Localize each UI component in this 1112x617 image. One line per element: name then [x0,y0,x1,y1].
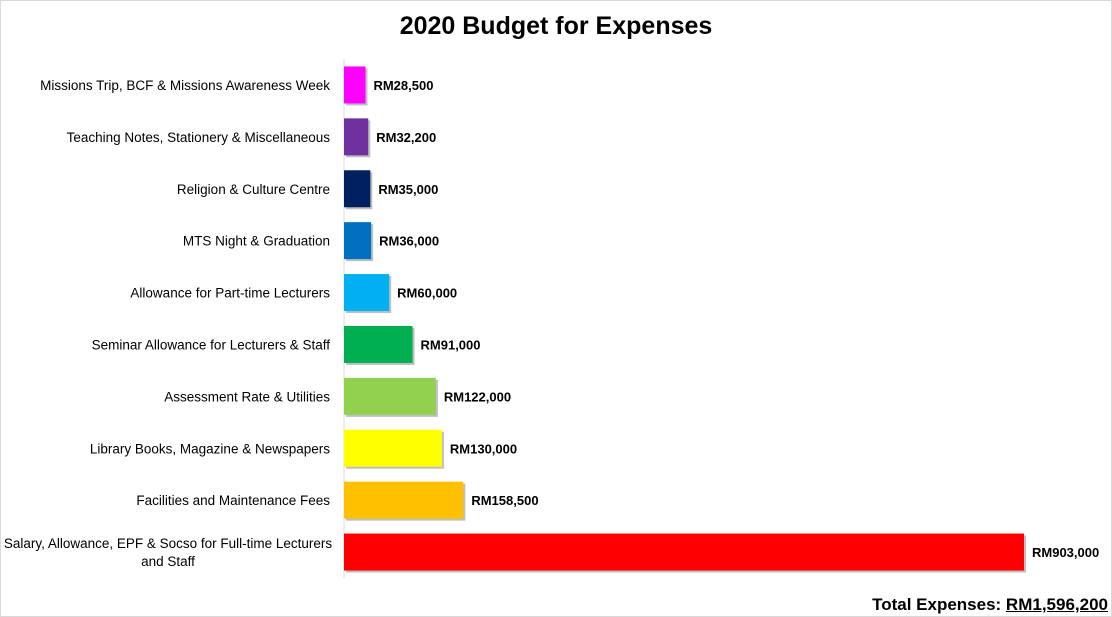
bar [344,274,390,312]
data-label: RM32,200 [376,130,436,145]
bar [344,66,366,104]
total-expenses-value: RM1,596,200 [1005,595,1108,614]
category-label: Missions Trip, BCF & Missions Awareness … [40,78,330,93]
data-label: RM158,500 [471,493,538,508]
category-label: Library Books, Magazine & Newspapers [90,441,330,456]
data-label: RM122,000 [444,389,511,404]
bar [344,325,413,363]
bar [344,429,442,467]
data-label: RM130,000 [450,441,517,456]
data-label: RM36,000 [379,234,439,249]
bar [344,481,464,519]
category-label: Salary, Allowance, EPF & Socso for Full-… [4,536,333,569]
data-label: RM35,000 [378,182,438,197]
category-label: Teaching Notes, Stationery & Miscellaneo… [67,130,331,145]
category-label: Assessment Rate & Utilities [164,389,330,404]
bar [344,118,369,156]
bar [344,533,1024,571]
bar [344,170,371,208]
data-label: RM91,000 [421,337,481,352]
category-label: Religion & Culture Centre [177,182,330,197]
data-label: RM28,500 [373,78,433,93]
data-label: RM903,000 [1032,545,1099,560]
chart-title: 2020 Budget for Expenses [399,12,713,40]
bar [344,222,372,260]
total-expenses-label: Total Expenses: [872,595,1006,614]
bar [344,377,436,415]
category-label: Seminar Allowance for Lecturers & Staff [92,337,331,352]
category-label: Facilities and Maintenance Fees [136,493,330,508]
category-label: MTS Night & Graduation [183,234,330,249]
data-label: RM60,000 [397,286,457,301]
total-expenses: Total Expenses: RM1,596,200 [872,595,1108,615]
category-label: Allowance for Part-time Lecturers [130,286,330,301]
